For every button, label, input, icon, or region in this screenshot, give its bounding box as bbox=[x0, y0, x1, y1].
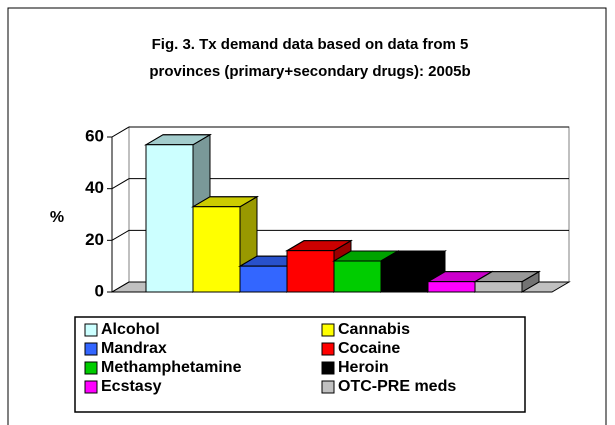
bar bbox=[286, 250, 335, 293]
legend-swatch bbox=[84, 323, 98, 337]
bar bbox=[239, 265, 288, 293]
y-axis-label: % bbox=[50, 209, 64, 226]
y-tick-label: 60 bbox=[85, 126, 104, 145]
legend-swatch bbox=[84, 380, 98, 394]
legend-swatch bbox=[321, 342, 335, 356]
y-tick-label: 0 bbox=[95, 281, 104, 300]
bar bbox=[380, 260, 429, 293]
legend-swatch bbox=[321, 380, 335, 394]
legend-label: Mandrax bbox=[101, 340, 167, 357]
bar bbox=[333, 260, 382, 293]
bar bbox=[474, 281, 523, 293]
legend-label: Cocaine bbox=[338, 340, 400, 357]
legend-swatch bbox=[321, 361, 335, 375]
grid-line bbox=[111, 178, 569, 190]
legend-label: Heroin bbox=[338, 359, 389, 376]
legend-label: Methamphetamine bbox=[101, 359, 242, 376]
legend-swatch bbox=[321, 323, 335, 337]
chart-title-line: provinces (primary+secondary drugs): 200… bbox=[149, 63, 470, 80]
y-tick-label: 20 bbox=[85, 230, 104, 249]
bar bbox=[145, 144, 194, 293]
grid-line bbox=[111, 229, 569, 241]
legend-label: Ecstasy bbox=[101, 378, 162, 395]
legend-label: Alcohol bbox=[101, 321, 160, 338]
legend-label: Cannabis bbox=[338, 321, 410, 338]
bar bbox=[192, 206, 241, 293]
grid-line bbox=[111, 126, 569, 138]
legend-swatch bbox=[84, 361, 98, 375]
side-wall bbox=[111, 126, 130, 293]
legend-label: OTC-PRE meds bbox=[338, 378, 456, 395]
y-tick-label: 40 bbox=[85, 178, 104, 197]
legend bbox=[74, 316, 526, 413]
chart-title-line: Fig. 3. Tx demand data based on data fro… bbox=[152, 36, 469, 53]
legend-swatch bbox=[84, 342, 98, 356]
bar bbox=[427, 281, 476, 293]
